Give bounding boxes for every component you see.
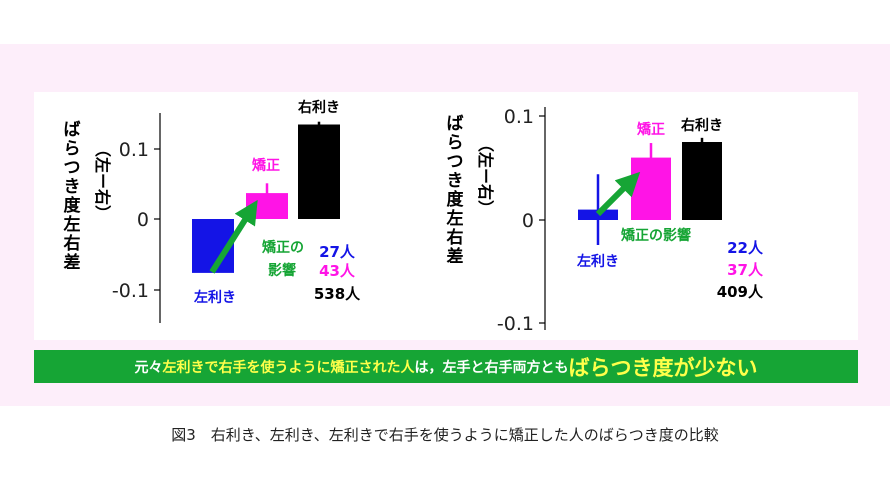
banner-text-3: は，左手と右手両方とも bbox=[414, 359, 569, 376]
y-tick-label: 0.1 bbox=[504, 106, 534, 128]
y-tick-label: 0.1 bbox=[119, 139, 149, 161]
sample-count: 37人 bbox=[727, 261, 764, 279]
y-axis-title-char: ら bbox=[447, 133, 464, 153]
sample-count: 43人 bbox=[319, 262, 356, 280]
category-label: 左利き bbox=[576, 253, 619, 270]
y-axis-title-char: ら bbox=[64, 139, 81, 159]
category-label: 右利き bbox=[297, 99, 340, 116]
category-label: 右利き bbox=[680, 117, 723, 134]
banner-text-1: 元々 bbox=[134, 359, 163, 376]
category-label: 矯正 bbox=[636, 121, 665, 138]
y-axis-title-char: 差 bbox=[447, 246, 464, 267]
arrow-label: 矯正の bbox=[261, 239, 304, 256]
y-axis-title-paren: （左ー右） bbox=[93, 141, 112, 221]
y-axis-title-char: つ bbox=[447, 152, 464, 172]
y-axis-title-char: 差 bbox=[64, 252, 81, 273]
arrow-label: 矯正の影響 bbox=[620, 227, 691, 244]
y-axis-title-char: つ bbox=[64, 158, 81, 178]
category-label: 矯正 bbox=[251, 157, 280, 174]
y-tick-label: 0 bbox=[522, 210, 534, 232]
sample-count: 27人 bbox=[319, 243, 356, 261]
y-axis-title-char: き bbox=[64, 177, 81, 197]
category-label: 左利き bbox=[193, 289, 236, 306]
correction-effect-arrow bbox=[209, 199, 258, 274]
y-axis-title-char: 左 bbox=[447, 208, 464, 229]
y-axis-title-paren: （左ー右） bbox=[476, 136, 495, 216]
y-axis-title-char: 右 bbox=[64, 233, 81, 254]
sample-count: 409人 bbox=[717, 283, 764, 301]
sample-count: 538人 bbox=[314, 285, 361, 303]
y-axis-title-char: 左 bbox=[64, 214, 81, 235]
banner-text-4: ばらつき度が少ない bbox=[568, 355, 758, 380]
summary-banner: 元々 左利きで右手を使うように矯正された人 は，左手と右手両方とも ばらつき度が少ない bbox=[34, 350, 858, 383]
arrow-label: 影響 bbox=[268, 262, 296, 279]
y-axis-title-char: 右 bbox=[447, 227, 464, 248]
figure-caption: 図3 右利き、左利き、左利きで右手を使うように矯正した人のばらつき度の比較 bbox=[171, 426, 719, 444]
y-axis-title-char: ば bbox=[64, 120, 81, 140]
y-tick-label: -0.1 bbox=[497, 313, 534, 335]
y-axis-title-char: き bbox=[447, 171, 464, 191]
y-tick-label: 0 bbox=[137, 209, 149, 231]
sample-count: 22人 bbox=[727, 239, 764, 257]
banner-text-2: 左利きで右手を使うように矯正された人 bbox=[162, 359, 415, 376]
y-axis-title-char: 度 bbox=[447, 189, 465, 210]
correction-effect-arrow bbox=[595, 171, 641, 217]
bar bbox=[682, 142, 722, 220]
y-axis-title-char: 度 bbox=[64, 195, 82, 216]
bar bbox=[298, 124, 340, 219]
y-tick-label: -0.1 bbox=[112, 280, 149, 302]
y-axis-title-char: ば bbox=[447, 114, 464, 134]
